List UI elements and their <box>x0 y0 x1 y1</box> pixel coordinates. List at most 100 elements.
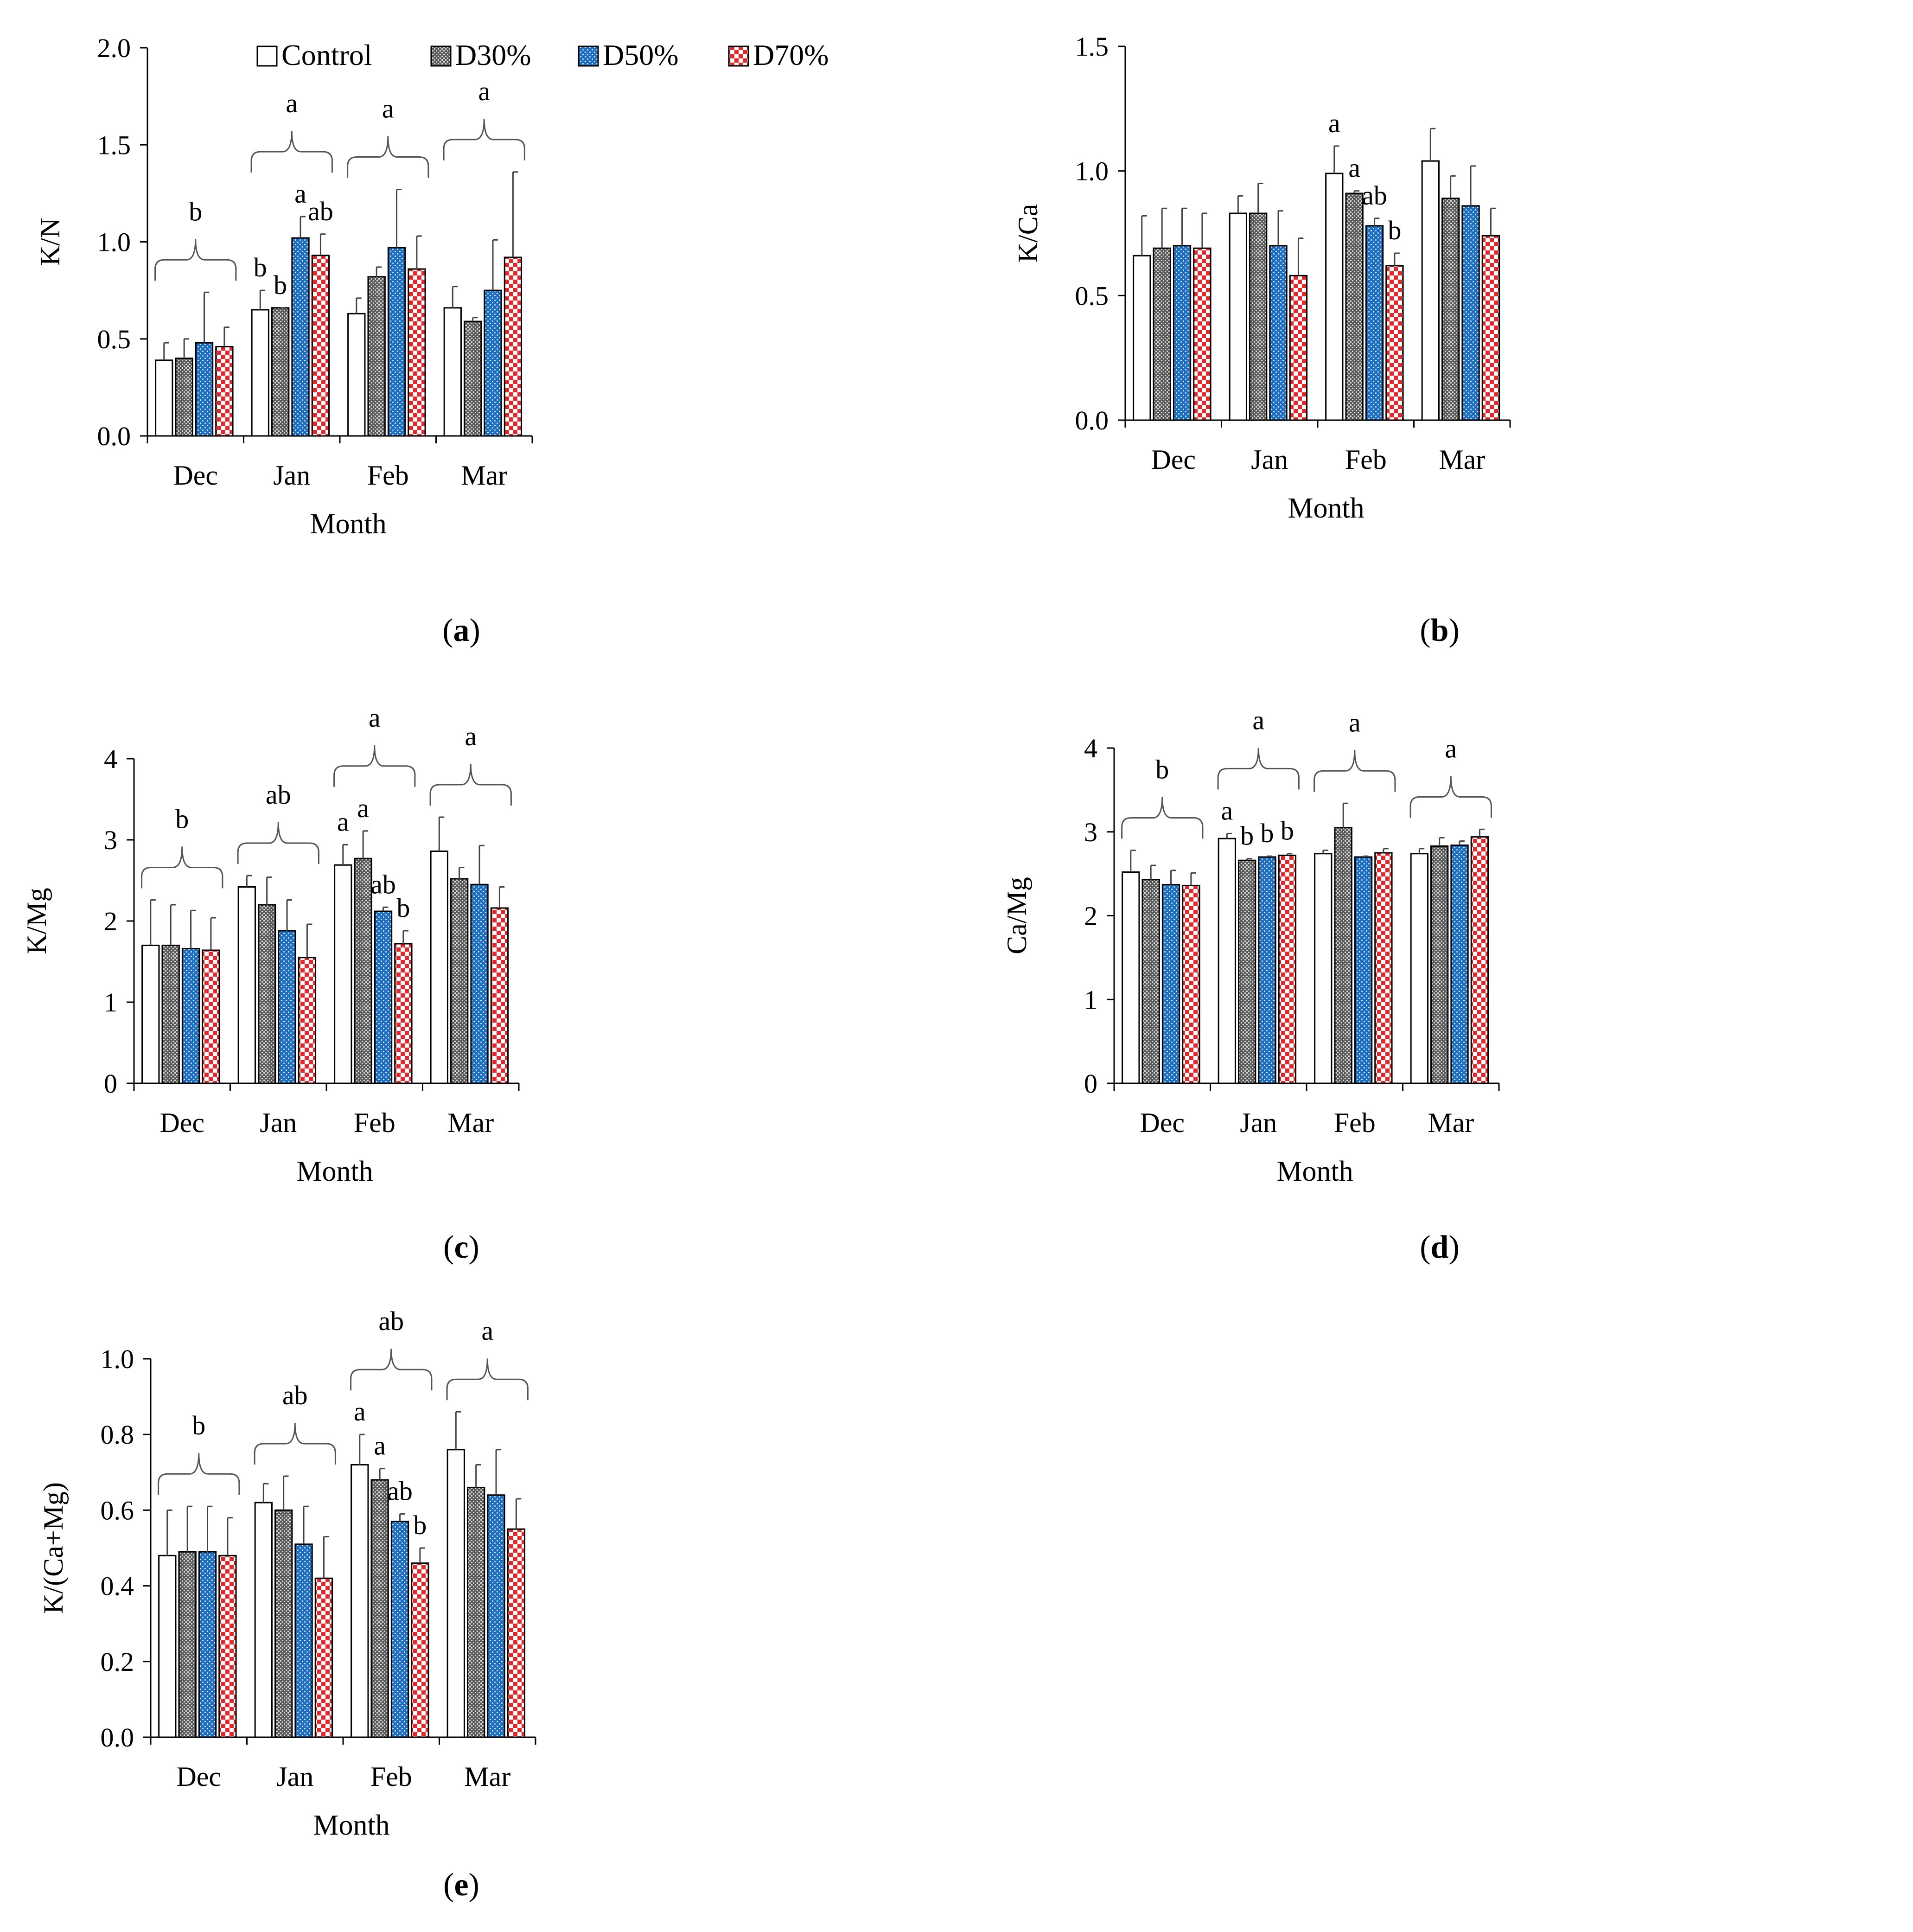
y-tick-label: 3 <box>104 825 117 855</box>
legend-swatch <box>728 45 749 67</box>
y-tick-label: 0.5 <box>1075 281 1109 311</box>
bar <box>198 1551 217 1738</box>
bar <box>294 1543 313 1738</box>
group-letter: ab <box>266 780 291 810</box>
bar <box>354 857 372 1084</box>
bar <box>1278 854 1297 1084</box>
bar <box>1249 212 1268 421</box>
x-tick-label: Dec <box>173 460 218 491</box>
significance-letter: b <box>1281 816 1294 846</box>
chart-e: 0.0 0.2 0.4 0.6 0.8 1.0 Dec Jan Feb Mar Month K/(Ca… <box>38 1306 536 1841</box>
x-axis-title: Month <box>296 1156 373 1187</box>
x-tick-label: Dec <box>176 1761 221 1792</box>
bar <box>1325 173 1344 421</box>
y-tick-label: 2 <box>1084 901 1097 931</box>
bar <box>1450 844 1469 1084</box>
x-tick-label: Feb <box>354 1107 395 1138</box>
x-tick-label: Jan <box>1240 1107 1277 1138</box>
y-tick-label: 0 <box>1084 1068 1097 1099</box>
group-letter: a <box>369 703 381 733</box>
bar <box>1182 884 1200 1084</box>
significance-letter: a <box>294 179 306 209</box>
group-letter: a <box>481 1316 493 1346</box>
significance-letter: b <box>396 893 410 923</box>
group-brace <box>141 846 223 889</box>
bar <box>274 1509 293 1738</box>
legend-swatch <box>430 45 452 67</box>
bar <box>195 342 214 437</box>
bar <box>387 247 406 437</box>
significance-letter: a <box>1348 153 1360 183</box>
bar <box>1258 856 1276 1084</box>
group-letter: b <box>189 196 202 226</box>
y-axis-title: K/N <box>35 218 65 266</box>
x-tick-label: Dec <box>159 1107 204 1138</box>
group-letter: b <box>1155 755 1169 785</box>
x-tick-label: Jan <box>1251 444 1288 475</box>
y-tick-label: 1 <box>1084 985 1097 1015</box>
group-letter: a <box>1349 707 1361 737</box>
bar <box>390 1521 409 1738</box>
bar <box>278 930 296 1084</box>
y-tick-label: 0.2 <box>101 1647 134 1677</box>
x-tick-label: Mar <box>447 1107 494 1138</box>
bar <box>1173 245 1192 421</box>
significance-letter: a <box>1328 108 1340 138</box>
bar <box>291 237 310 437</box>
x-tick-label: Feb <box>370 1761 412 1792</box>
x-tick-label: Mar <box>1428 1107 1474 1138</box>
bar <box>1421 160 1440 421</box>
y-tick-label: 1.5 <box>97 130 131 160</box>
bar <box>237 886 256 1084</box>
bar <box>450 878 469 1084</box>
x-tick-label: Jan <box>276 1761 313 1792</box>
bar <box>258 904 276 1084</box>
bar <box>311 255 330 437</box>
bar <box>351 1464 369 1738</box>
bar <box>1374 852 1393 1084</box>
significance-letter: ab <box>387 1476 413 1506</box>
y-tick-label: 2.0 <box>97 33 131 63</box>
x-tick-label: Jan <box>273 460 310 491</box>
significance-letter: b <box>1388 215 1401 245</box>
bar <box>181 948 200 1084</box>
bar <box>446 1449 465 1738</box>
significance-letter: a <box>357 793 369 823</box>
y-tick-label: 4 <box>104 744 117 774</box>
group-brace <box>429 763 512 806</box>
bar <box>1365 225 1384 421</box>
group-letter: b <box>175 804 189 834</box>
bar <box>215 345 234 437</box>
bar <box>370 1479 389 1738</box>
bar <box>467 1486 485 1738</box>
group-brace <box>333 745 416 787</box>
significance-letter: b <box>1240 821 1254 851</box>
bar <box>251 309 269 437</box>
legend-label: D70% <box>753 38 829 71</box>
y-tick-label: 0.6 <box>101 1495 134 1525</box>
x-axis-title: Month <box>313 1810 389 1841</box>
bar <box>1430 845 1449 1084</box>
bar <box>490 907 509 1084</box>
y-axis-title: Ca/Mg <box>1001 877 1032 954</box>
significance-letter: ab <box>308 196 333 226</box>
bar <box>314 1577 333 1738</box>
significance-letter: b <box>413 1510 427 1540</box>
bar <box>1441 198 1460 421</box>
x-tick-label: Feb <box>1334 1107 1376 1138</box>
bar <box>298 957 317 1084</box>
panel-label-c: (c) <box>443 1229 479 1265</box>
group-brace <box>443 118 525 160</box>
x-tick-label: Mar <box>461 460 507 491</box>
significance-letter: a <box>374 1431 386 1461</box>
significance-letter: b <box>254 252 267 282</box>
bar <box>507 1528 526 1738</box>
bar <box>1161 884 1180 1084</box>
y-tick-label: 2 <box>104 906 117 936</box>
y-axis-title: K/Ca <box>1013 204 1043 263</box>
significance-letter: ab <box>1362 180 1387 211</box>
